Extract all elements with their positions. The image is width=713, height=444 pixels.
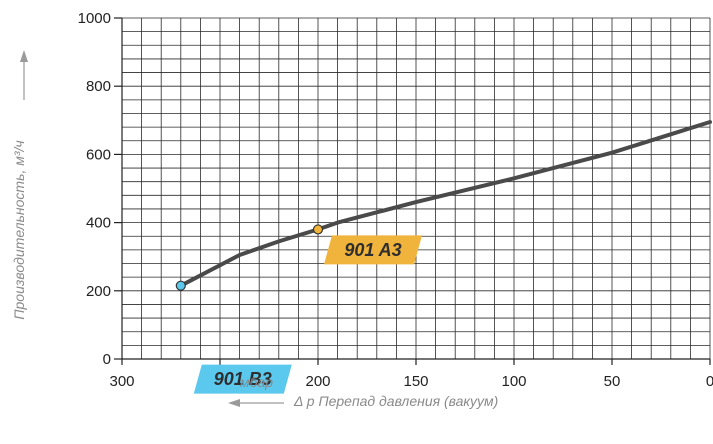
y-tick-label: 1000 bbox=[78, 10, 111, 27]
series-layer bbox=[175, 120, 712, 291]
x-tick-label: 150 bbox=[403, 373, 428, 390]
marker-tag bbox=[193, 364, 292, 394]
y-tick-label: 600 bbox=[86, 146, 111, 163]
x-axis-unit-label: мбар bbox=[240, 374, 273, 390]
series-line bbox=[178, 120, 712, 288]
marker-label: 901 B3 bbox=[214, 369, 272, 389]
grid-minor bbox=[121, 17, 711, 360]
tick-labels: 02004006008001000300250200150100500 bbox=[78, 10, 713, 390]
axis-labels: Производительность, м³/ч мбар Δ p Перепа… bbox=[11, 50, 498, 409]
x-tick-label: 200 bbox=[305, 373, 330, 390]
axes bbox=[114, 17, 711, 365]
y-tick-label: 200 bbox=[86, 283, 111, 300]
y-tick-label: 400 bbox=[86, 215, 111, 232]
x-tick-label: 0 bbox=[706, 373, 713, 390]
x-axis-arrow-icon bbox=[228, 399, 284, 407]
x-tick-label: 100 bbox=[501, 373, 526, 390]
marker-tag bbox=[324, 235, 422, 265]
y-axis-label: Производительность, м³/ч bbox=[11, 140, 27, 319]
y-axis-arrow-icon bbox=[20, 50, 28, 100]
x-axis-label: Δ p Перепад давления (вакуум) bbox=[293, 393, 498, 409]
marker-point bbox=[312, 224, 324, 235]
marker-tags: 901 B3 901 A3 bbox=[193, 235, 422, 394]
x-tick-label: 300 bbox=[109, 373, 134, 390]
x-tick-label: 50 bbox=[604, 373, 621, 390]
marker-point bbox=[175, 280, 186, 291]
y-tick-label: 800 bbox=[86, 78, 111, 95]
y-tick-label: 0 bbox=[103, 351, 111, 368]
marker-label: 901 A3 bbox=[344, 240, 401, 260]
